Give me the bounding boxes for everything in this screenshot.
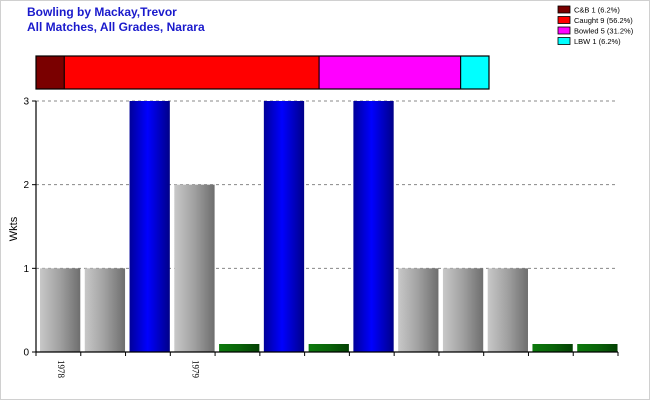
y-tick-label: 3 xyxy=(23,97,29,108)
grid-lines xyxy=(36,100,618,269)
bar xyxy=(40,268,81,352)
legend-swatch xyxy=(557,26,571,35)
bar xyxy=(398,268,439,352)
legend: C&B 1 (6.2%)Caught 9 (56.2%) Bowled 5 (31… xyxy=(557,5,634,46)
bar xyxy=(577,344,618,352)
y-tick-labels: 0 1 2 3 xyxy=(23,97,29,359)
bar xyxy=(174,184,215,352)
legend-swatch xyxy=(557,37,571,45)
bar xyxy=(84,268,126,352)
legend-swatch xyxy=(557,5,571,14)
summary-segment xyxy=(460,55,490,90)
y-tick-label: 0 xyxy=(23,348,29,359)
summary-segment xyxy=(63,55,320,90)
bar xyxy=(532,344,573,352)
bar xyxy=(263,101,305,352)
x-tick-label: 1978 xyxy=(56,360,66,379)
chart-title-line-2: All Matches, All Grades, Narara xyxy=(27,20,205,34)
legend-entry: C&B 1 (6.2%) xyxy=(574,6,620,15)
y-axis-label: Wkts xyxy=(8,216,20,241)
bar xyxy=(308,344,349,352)
dismissal-summary-bar xyxy=(35,55,490,90)
bar xyxy=(129,101,170,352)
summary-segment xyxy=(318,55,462,90)
x-tick-label: 1979 xyxy=(190,360,200,379)
y-tick-label: 2 xyxy=(23,180,29,191)
bar xyxy=(442,268,484,352)
x-tick-labels: 1978 1979 xyxy=(56,360,200,379)
legend-entry: Bowled 5 (31.2%) xyxy=(574,27,634,36)
bar xyxy=(487,268,528,352)
bar xyxy=(219,344,260,352)
legend-entry: LBW 1 (6.2%) xyxy=(574,37,621,46)
axes xyxy=(32,100,619,356)
chart-title-line-1: Bowling by Mackay,Trevor xyxy=(27,5,177,19)
bar xyxy=(353,101,394,352)
legend-entry: Caught 9 (56.2%) xyxy=(574,16,633,25)
summary-outline xyxy=(35,55,490,90)
legend-swatch xyxy=(557,16,571,24)
bars xyxy=(40,101,618,352)
y-tick-label: 1 xyxy=(23,264,29,275)
summary-segment xyxy=(35,55,65,90)
